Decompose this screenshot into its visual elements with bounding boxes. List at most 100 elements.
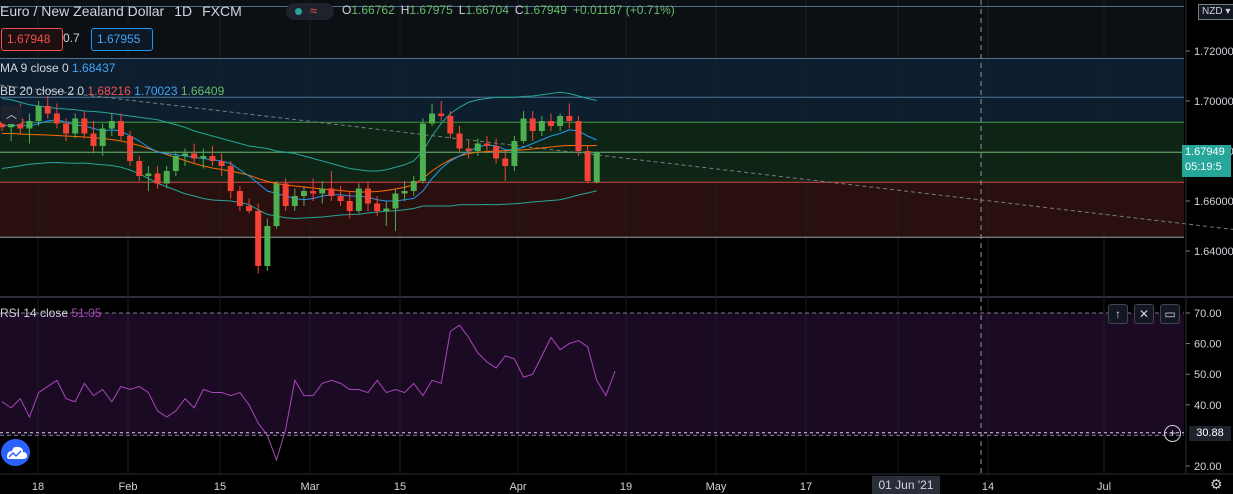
time-tick-label: 18 — [32, 481, 44, 493]
last-price-value: 1.67949 — [1185, 146, 1225, 158]
ma-label: MA 9 close 0 — [0, 61, 69, 75]
rsi-legend[interactable]: RSI 14 close 51.05 — [0, 304, 101, 322]
maximize-pane-icon[interactable]: ▭ — [1160, 304, 1180, 324]
open-label: O — [342, 3, 352, 17]
bb-middle-value: 1.70023 — [134, 84, 178, 98]
candle-body — [44, 106, 51, 114]
price-tick-label: 1.64000 — [1194, 246, 1233, 258]
buy-price-button[interactable]: 1.67955 — [91, 28, 153, 51]
candle-body — [584, 151, 591, 181]
time-tick-label: Feb — [119, 481, 138, 493]
market-status-pill[interactable]: ≈ — [286, 3, 334, 20]
candle-body — [35, 106, 42, 121]
candle-body — [81, 118, 88, 134]
time-tick-label: 17 — [800, 481, 812, 493]
candle-body — [438, 113, 445, 116]
close-pane-icon[interactable]: ✕ — [1134, 304, 1154, 324]
bar-countdown: 05:19:5 — [1185, 161, 1222, 173]
candle-body — [200, 156, 207, 159]
candle-body — [429, 113, 436, 124]
low-value: 1.66704 — [465, 3, 509, 17]
gear-icon[interactable]: ⚙ — [1210, 476, 1223, 492]
time-tick-label: 15 — [394, 481, 406, 493]
exchange: FXCM — [202, 3, 242, 19]
candle-body — [0, 122, 5, 128]
price-tick-label: 1.70000 — [1194, 96, 1233, 108]
bb-lower-line — [1, 161, 597, 220]
tradingview-cloud-icon[interactable] — [1, 439, 30, 466]
bb-upper-value: 1.68216 — [87, 84, 131, 98]
ohlc-readout: O1.66762 H1.67975 L1.66704 C1.67949 +0.01187… — [342, 3, 681, 17]
candle-body — [227, 166, 234, 191]
time-tick-label: Apr — [509, 481, 526, 493]
rsi-band — [0, 313, 1184, 436]
market-open-dot-icon — [295, 8, 302, 15]
close-label: C — [514, 3, 524, 17]
time-tick-label: 19 — [620, 481, 632, 493]
time-tick-label: 14 — [982, 481, 994, 493]
candle-body — [593, 152, 600, 182]
candle-body — [419, 123, 426, 181]
candle-body — [246, 206, 253, 211]
candle-body — [117, 121, 124, 136]
interval[interactable]: 1D — [174, 3, 193, 19]
candle-body — [346, 201, 353, 211]
rsi-line — [1, 324, 616, 462]
candle-body — [465, 148, 472, 151]
candle-body — [136, 161, 143, 176]
candle-body — [255, 211, 262, 266]
close-value: 1.67949 — [523, 3, 567, 17]
collapse-chevron-icon[interactable]: ︿ — [1, 106, 22, 124]
time-tick-label: May — [706, 481, 727, 493]
candle-body — [529, 118, 536, 131]
candle-body — [474, 143, 481, 151]
low-label: L — [458, 3, 466, 17]
candle-body — [172, 156, 179, 171]
last-price-label: 1.67949 05:19:5 — [1182, 145, 1231, 177]
candle-body — [337, 196, 344, 201]
spread-value: 0.7 — [63, 31, 80, 45]
rsi-tick-label: 70.00 — [1194, 308, 1222, 320]
candle-body — [291, 196, 298, 206]
rsi-tick-label: 20.00 — [1194, 461, 1222, 473]
rsi-value: 51.05 — [71, 306, 102, 320]
candle-body — [310, 191, 317, 194]
candle-body — [273, 183, 280, 226]
candle-body — [410, 181, 417, 191]
candle-body — [355, 188, 362, 211]
bb-legend[interactable]: BB 20 close 2 0 1.68216 1.70023 1.66409 — [0, 82, 224, 100]
trendline — [0, 84, 1233, 230]
wave-icon: ≈ — [310, 3, 318, 18]
candle-body — [264, 226, 271, 266]
candle-body — [99, 128, 106, 146]
candle-body — [127, 136, 134, 161]
price-tick-label: 1.66000 — [1194, 196, 1233, 208]
rsi-label: RSI 14 close — [0, 306, 69, 320]
plus-icon[interactable]: + — [1164, 425, 1181, 442]
currency-selector[interactable]: NZD ▾ — [1198, 4, 1233, 20]
zone-top — [0, 0, 1184, 59]
candle-body — [163, 171, 170, 184]
candle-body — [191, 153, 198, 159]
candle-body — [557, 116, 564, 126]
zone-blue — [0, 58, 1184, 123]
candle-body — [26, 121, 33, 129]
open-value: 1.66762 — [351, 3, 395, 17]
candle-body — [502, 158, 509, 166]
ma-legend[interactable]: MA 9 close 0 1.68437 — [0, 59, 115, 77]
candle-body — [182, 153, 188, 156]
bb-label: BB 20 close 2 0 — [0, 84, 85, 98]
sell-price-button[interactable]: 1.67948 — [1, 28, 63, 51]
candle-body — [72, 118, 79, 134]
candle-body — [300, 191, 307, 196]
candle-body — [145, 173, 152, 176]
candle-body — [154, 173, 161, 184]
rsi-tick-label: 60.00 — [1194, 339, 1222, 351]
candle-body — [447, 116, 454, 134]
symbol-name[interactable]: Euro / New Zealand Dollar — [0, 3, 165, 19]
symbol-header[interactable]: Euro / New Zealand Dollar 1D FXCM — [0, 3, 252, 19]
move-up-icon[interactable]: ↑ — [1108, 304, 1128, 324]
change-value: +0.01187 (+0.71%) — [572, 3, 675, 17]
currency-label: NZD — [1202, 6, 1223, 17]
